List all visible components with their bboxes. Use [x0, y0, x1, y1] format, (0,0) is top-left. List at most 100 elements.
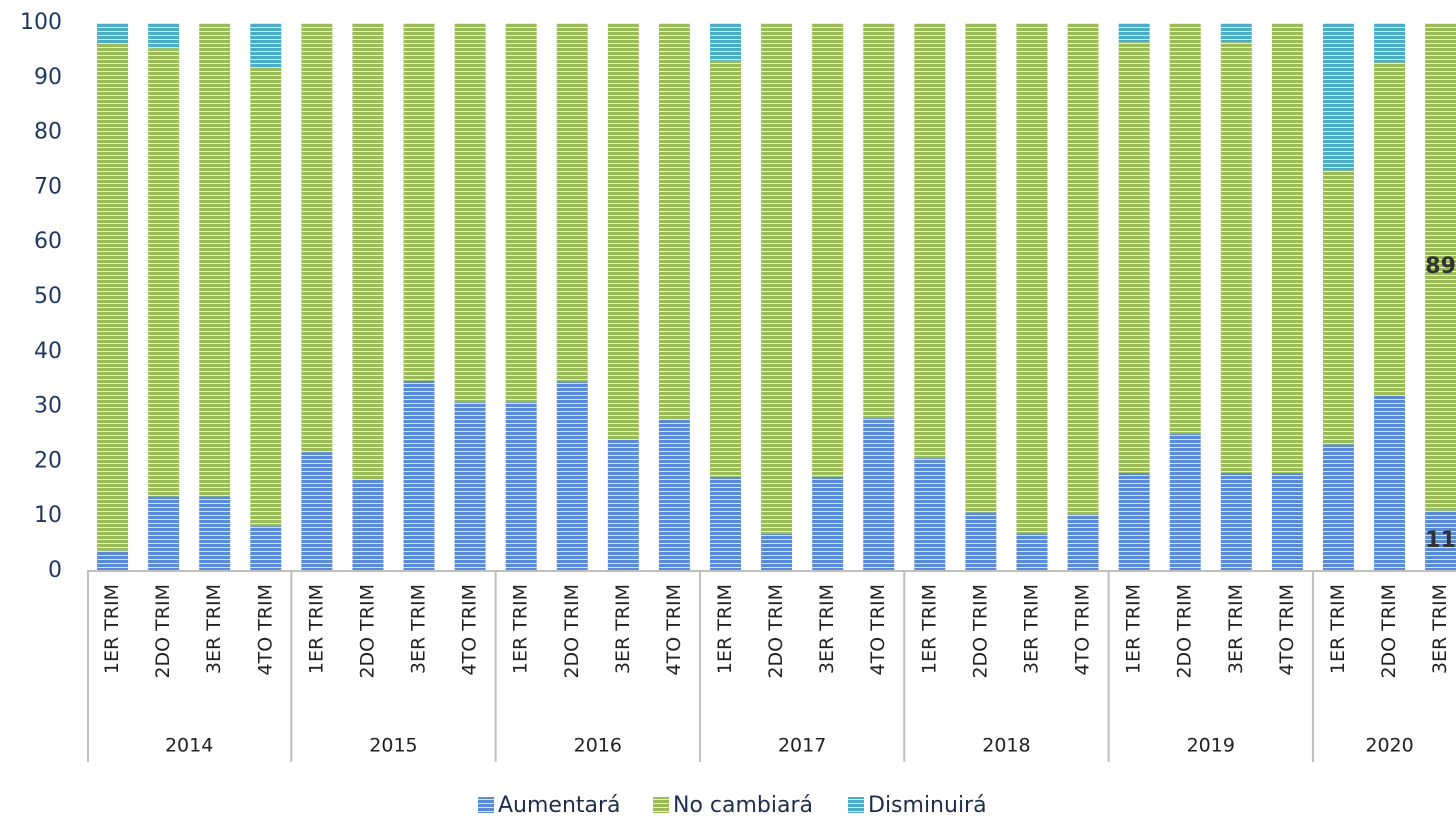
x-tick-label: 3ER TRIM [203, 584, 225, 674]
group-label: 2014 [165, 735, 213, 757]
x-tick-label: 2DO TRIM [152, 584, 174, 679]
y-tick-label: 50 [34, 284, 62, 309]
y-tick-label: 20 [34, 448, 62, 473]
data-label: 89 [1425, 254, 1456, 279]
x-tick-label: 4TO TRIM [867, 584, 889, 676]
bar-segment [965, 23, 997, 513]
x-tick-label: 2DO TRIM [765, 584, 787, 679]
bar-segment [352, 479, 384, 571]
bar-segment [301, 452, 333, 571]
group-label: 2017 [778, 735, 826, 757]
bar-segment [403, 380, 435, 571]
bar-segment [1067, 514, 1099, 571]
x-tick-label: 1ER TRIM [510, 584, 532, 674]
bar-segment [505, 23, 537, 403]
x-tick-label: 1ER TRIM [305, 584, 327, 674]
y-tick-label: 90 [34, 65, 62, 90]
legend-label: Aumentará [498, 793, 621, 818]
bar-segment [1322, 444, 1354, 571]
bar-segment [199, 23, 231, 497]
bar-segment [1271, 23, 1303, 473]
y-tick-label: 70 [34, 174, 62, 199]
bar-segment [556, 23, 588, 382]
group-label: 2015 [369, 735, 417, 757]
x-tick-label: 4TO TRIM [459, 584, 481, 676]
x-tick-label: 4TO TRIM [663, 584, 685, 676]
x-tick-label: 1ER TRIM [1123, 584, 1145, 674]
x-tick-label: 2DO TRIM [1378, 584, 1400, 679]
x-tick-label: 4TO TRIM [254, 584, 276, 676]
bar-segment [1322, 23, 1354, 171]
bar-segment [148, 496, 180, 571]
x-tick-label: 3ER TRIM [816, 584, 838, 674]
bar-segment [710, 476, 741, 571]
legend-swatch [848, 797, 864, 813]
bar-segment [97, 43, 129, 551]
bar-segment [607, 439, 639, 571]
x-tick-label: 3ER TRIM [1429, 584, 1451, 674]
y-tick-label: 10 [34, 503, 62, 528]
y-tick-label: 60 [34, 229, 62, 254]
data-label: 11 [1425, 528, 1456, 553]
bar-segment [1118, 42, 1150, 473]
bar-segment [199, 496, 231, 571]
x-tick-label: 2DO TRIM [1174, 584, 1196, 679]
bar-segment [863, 23, 895, 419]
bar-segment [1374, 23, 1406, 63]
x-tick-label: 4TO TRIM [1276, 584, 1298, 676]
bar-segment [1220, 23, 1252, 43]
bar-segment [1425, 510, 1456, 571]
bar-segment [505, 402, 537, 571]
x-tick-label: 3ER TRIM [1020, 584, 1042, 674]
bar-segment [1322, 170, 1354, 445]
legend-swatch [653, 797, 669, 813]
y-tick-label: 100 [20, 10, 62, 35]
bar-segment [965, 512, 997, 571]
bar-segment [97, 550, 129, 571]
bar-segment [352, 23, 384, 480]
group-label: 2020 [1365, 735, 1413, 757]
bar-segment [148, 48, 180, 497]
bar-segment [1374, 395, 1406, 571]
group-label: 2019 [1187, 735, 1235, 757]
x-tick-label: 3ER TRIM [612, 584, 634, 674]
bar-segment [812, 23, 844, 477]
x-tick-label: 1ER TRIM [918, 584, 940, 674]
bar-segment [1169, 434, 1201, 571]
x-tick-label: 1ER TRIM [1327, 584, 1349, 674]
bar-segment [454, 23, 486, 403]
x-tick-label: 3ER TRIM [408, 584, 430, 674]
bar-segment [761, 23, 793, 534]
bar-segment [1016, 23, 1048, 534]
bar-segment [1374, 62, 1406, 396]
y-tick-label: 30 [34, 394, 62, 419]
bar-segment [710, 23, 741, 61]
bar-segment [97, 23, 129, 44]
bar-segment [812, 476, 844, 571]
bar-segment [250, 67, 282, 527]
bar-segment [1425, 23, 1456, 511]
bar-segment [403, 23, 435, 381]
x-tick-label: 2DO TRIM [356, 584, 378, 679]
legend-label: Disminuirá [868, 793, 987, 818]
bar-segment [556, 381, 588, 571]
bar-segment [1118, 472, 1150, 571]
x-tick-label: 4TO TRIM [1072, 584, 1094, 676]
bar-segment [1169, 23, 1201, 434]
bar-segment [1271, 472, 1303, 571]
bar-segment [607, 23, 639, 440]
bar-segment [1016, 533, 1048, 571]
bar-segment [658, 419, 690, 571]
legend-label: No cambiará [673, 793, 813, 818]
legend-swatch [478, 797, 494, 813]
bar-segment [761, 533, 793, 571]
bar-segment [914, 23, 946, 459]
bar-segment [250, 23, 282, 68]
bar-segment [148, 23, 180, 49]
x-tick-label: 3ER TRIM [1225, 584, 1247, 674]
bar-segment [301, 23, 333, 453]
bar-segment [658, 23, 690, 420]
bar-segment [1118, 23, 1150, 43]
y-tick-label: 0 [48, 558, 62, 583]
